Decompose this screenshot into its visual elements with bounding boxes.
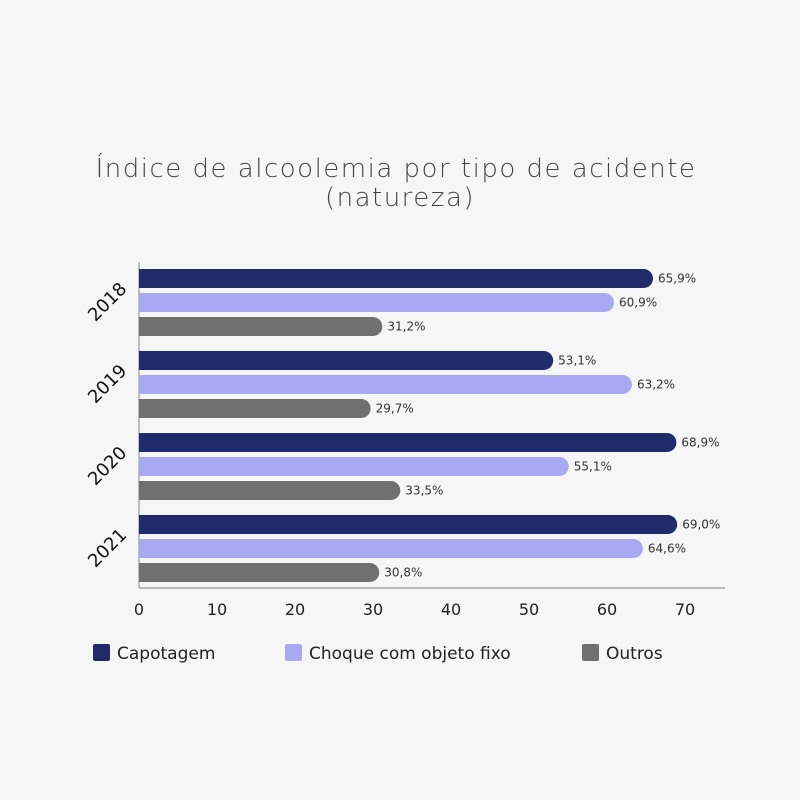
x-tick-label: 70	[675, 600, 695, 619]
data-label: 30,8%	[384, 566, 422, 580]
x-tick-label: 20	[285, 600, 305, 619]
legend-label: Capotagem	[117, 644, 215, 664]
bar	[139, 351, 554, 370]
data-label: 68,9%	[681, 436, 719, 450]
x-tick-label: 50	[519, 600, 539, 619]
data-label: 53,1%	[558, 354, 596, 368]
bar	[139, 399, 371, 418]
data-label: 55,1%	[574, 460, 612, 474]
data-label: 29,7%	[376, 402, 414, 416]
data-label: 31,2%	[387, 320, 425, 334]
bar	[139, 433, 677, 452]
x-tick-label: 10	[207, 600, 227, 619]
chart-title-line-1: Índice de alcoolemia por tipo de acident…	[96, 152, 697, 184]
bar	[139, 515, 678, 534]
data-label: 63,2%	[637, 378, 675, 392]
category-label: 2021	[84, 525, 131, 572]
bar	[139, 317, 383, 336]
data-label: 69,0%	[682, 518, 720, 532]
category-label: 2019	[84, 361, 131, 408]
category-label: 2018	[84, 279, 131, 326]
bar	[139, 563, 380, 582]
x-tick-label: 0	[134, 600, 144, 619]
legend-label: Choque com objeto fixo	[309, 644, 511, 664]
plot-area: 0 10 20 30 40 50 60 70 65,9%60,9% 31,2% 2018 53,1% 6…	[84, 262, 725, 619]
bar	[139, 269, 654, 288]
legend-swatch	[582, 644, 599, 661]
chart-title-line-2: (natureza)	[325, 183, 475, 213]
legend-label: Outros	[606, 644, 663, 664]
bar	[139, 481, 401, 500]
data-label: 64,6%	[648, 542, 686, 556]
legend: Capotagem Choque com objeto fixo Outros	[93, 644, 663, 664]
bar	[139, 457, 569, 476]
legend-swatch	[93, 644, 110, 661]
category-label: 2020	[84, 443, 131, 490]
bar	[139, 293, 615, 312]
bar	[139, 539, 643, 558]
data-label: 33,5%	[405, 484, 443, 498]
legend-swatch	[285, 644, 302, 661]
data-label: 60,9%	[619, 296, 657, 310]
data-label: 65,9%	[658, 272, 696, 286]
x-tick-label: 60	[597, 600, 617, 619]
x-tick-label: 40	[441, 600, 461, 619]
bar	[139, 375, 632, 394]
x-tick-label: 30	[363, 600, 383, 619]
